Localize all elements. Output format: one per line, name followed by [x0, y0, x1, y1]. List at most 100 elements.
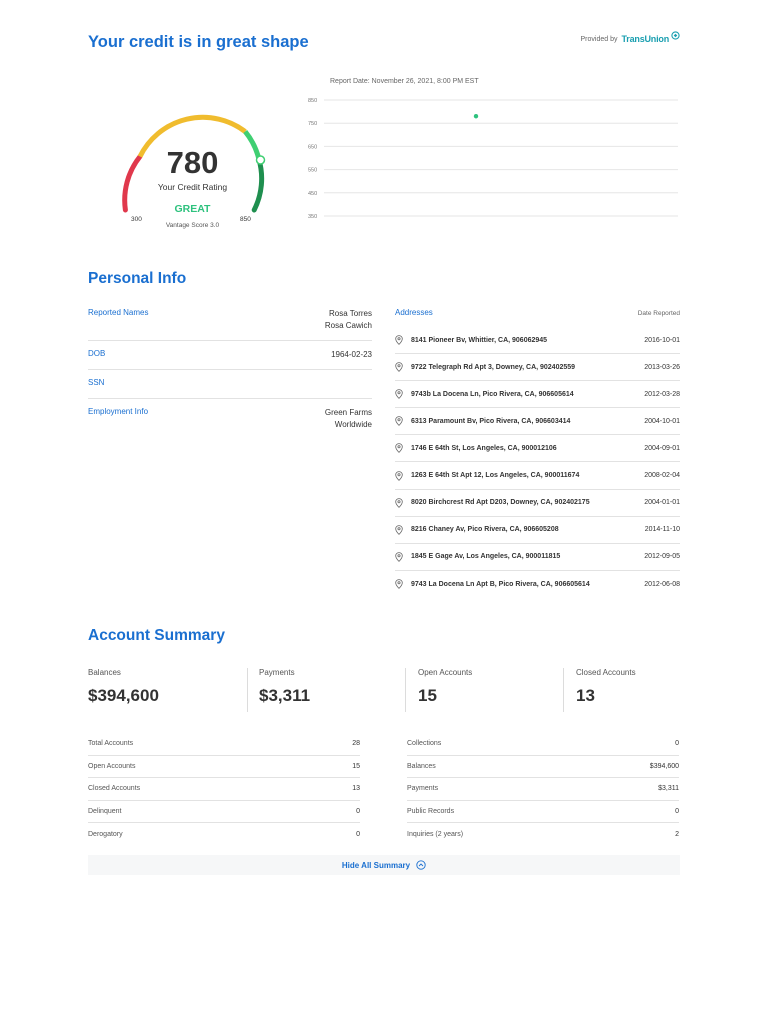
address-text: 1845 E Gage Av, Los Angeles, CA, 9000118…: [411, 553, 561, 561]
pi-row-ssn: SSN: [88, 370, 372, 399]
summary-table-left: Total Accounts 28 Open Accounts 15 Closed …: [88, 733, 360, 846]
address-row: 6313 Paramount Bv, Pico Rivera, CA, 9066…: [395, 408, 680, 436]
row-value: 0: [675, 808, 679, 816]
addresses-title: Addresses: [395, 308, 433, 317]
score-model: Vantage Score 3.0: [165, 222, 220, 229]
credit-grade: GREAT: [174, 203, 211, 215]
date-reported-header: Date Reported: [637, 310, 680, 317]
address-text: 9743b La Docena Ln, Pico Rivera, CA, 906…: [411, 390, 574, 398]
hide-summary-button[interactable]: Hide All Summary: [88, 855, 680, 875]
row-label: Payments: [407, 785, 439, 793]
stat-value: $3,311: [259, 686, 311, 705]
table-row: Open Accounts 15: [88, 756, 360, 779]
table-row: Inquiries (2 years) 2: [407, 823, 679, 846]
location-pin-icon: [395, 335, 411, 346]
row-label: Delinquent: [88, 808, 122, 816]
row-label: Public Records: [407, 808, 455, 816]
employer: Green Farms: [324, 408, 372, 417]
provided-by-label: Provided by: [580, 35, 618, 43]
y-tick-label: 450: [308, 191, 317, 197]
gauge-marker: [255, 155, 266, 165]
row-label: Inquiries (2 years): [407, 831, 464, 839]
transunion-logo: TransUnion: [621, 34, 669, 44]
address-date: 2008-02-04: [644, 472, 680, 480]
page-title: Your credit is in great shape: [88, 33, 309, 51]
gauge-arc: [122, 114, 266, 213]
address-row: 9743b La Docena Ln, Pico Rivera, CA, 906…: [395, 381, 680, 409]
location-pin-icon: [395, 579, 411, 590]
table-row: Delinquent 0: [88, 801, 360, 824]
account-summary-title: Account Summary: [88, 627, 225, 644]
chart-svg: 850 750 650 550 450 350: [308, 98, 678, 220]
reported-name: Rosa Cawich: [324, 321, 372, 330]
stat-payments: Payments $3,311: [248, 668, 405, 712]
location-pin-icon: [395, 497, 411, 508]
chevron-up-circle-icon: [416, 860, 426, 870]
stat-balances: Balances $394,600: [88, 668, 247, 712]
pi-row-names: Reported Names Rosa Torres Rosa Cawich: [88, 308, 372, 341]
row-value: 28: [352, 740, 360, 748]
y-tick-label: 750: [308, 121, 317, 127]
stat-value: 13: [576, 686, 595, 705]
row-value: 0: [356, 831, 360, 839]
table-row: Balances $394,600: [407, 756, 679, 779]
address-row: 9743 La Docena Ln Apt B, Pico Rivera, CA…: [395, 571, 680, 598]
address-text: 8141 Pioneer Bv, Whittier, CA, 906062945: [411, 336, 548, 344]
y-tick-label: 350: [308, 214, 317, 220]
address-date: 2012-03-28: [644, 390, 680, 398]
stat-label: Open Accounts: [418, 668, 473, 677]
personal-info-title: Personal Info: [88, 270, 187, 287]
address-row: 9722 Telegraph Rd Apt 3, Downey, CA, 902…: [395, 354, 680, 382]
gauge-min: 300: [131, 216, 142, 223]
gauge-max: 850: [240, 216, 251, 223]
row-value: 2: [675, 831, 679, 839]
address-row: 8216 Chaney Av, Pico Rivera, CA, 9066052…: [395, 517, 680, 544]
address-row: 8141 Pioneer Bv, Whittier, CA, 906062945…: [395, 327, 680, 355]
pi-key: Employment Info: [88, 407, 149, 416]
stat-label: Balances: [88, 668, 121, 677]
address-text: 6313 Paramount Bv, Pico Rivera, CA, 9066…: [411, 417, 571, 425]
address-date: 2012-06-08: [644, 580, 680, 588]
row-label: Closed Accounts: [88, 785, 141, 793]
addresses-list: Addresses Date Reported 8141 Pioneer Bv,…: [395, 308, 680, 598]
pi-row-dob: DOB 1964-02-23: [88, 341, 372, 370]
pi-value: 1964-02-23: [331, 349, 372, 361]
address-text: 8216 Chaney Av, Pico Rivera, CA, 9066052…: [411, 526, 559, 534]
stat-open-accounts: Open Accounts 15: [406, 668, 563, 712]
row-label: Open Accounts: [88, 762, 136, 770]
row-value: $3,311: [658, 785, 679, 793]
y-tick-label: 650: [308, 144, 317, 150]
employer: Worldwide: [334, 420, 372, 429]
score-history-chart: 850 750 650 550 450 350: [300, 92, 685, 227]
address-date: 2004-01-01: [644, 499, 680, 507]
row-value: $394,600: [649, 762, 679, 770]
pi-key: Reported Names: [88, 308, 149, 317]
row-label: Balances: [407, 762, 436, 770]
row-value: 0: [356, 808, 360, 816]
address-date: 2004-09-01: [644, 444, 680, 452]
hide-summary-label: Hide All Summary: [341, 860, 411, 870]
location-pin-icon: [395, 443, 411, 454]
row-label: Derogatory: [88, 831, 123, 839]
table-row: Collections 0: [407, 733, 679, 756]
address-row: 8020 Birchcrest Rd Apt D203, Downey, CA,…: [395, 490, 680, 517]
table-row: Derogatory 0: [88, 823, 360, 846]
location-pin-icon: [395, 551, 411, 562]
y-tick-label: 550: [308, 168, 317, 174]
address-row: 1263 E 64th St Apt 12, Los Angeles, CA, …: [395, 462, 680, 490]
stat-closed-accounts: Closed Accounts 13: [564, 668, 679, 712]
row-label: Collections: [407, 740, 442, 748]
table-row: Public Records 0: [407, 801, 679, 824]
transunion-mark-icon: [671, 30, 680, 40]
stat-label: Closed Accounts: [576, 668, 636, 677]
personal-info-list: Reported Names Rosa Torres Rosa Cawich D…: [88, 308, 372, 431]
location-pin-icon: [395, 389, 411, 400]
pi-key: SSN: [88, 378, 105, 387]
stat-label: Payments: [259, 668, 295, 677]
address-text: 9722 Telegraph Rd Apt 3, Downey, CA, 902…: [411, 363, 576, 371]
summary-stats: Balances $394,600 Payments $3,311 Open A…: [88, 668, 680, 714]
provider-credit: Provided by TransUnion: [580, 30, 680, 44]
dob-value: 1964-02-23: [331, 350, 372, 359]
credit-rating-label: Your Credit Rating: [157, 182, 228, 192]
address-row: 1845 E Gage Av, Los Angeles, CA, 9000118…: [395, 544, 680, 571]
